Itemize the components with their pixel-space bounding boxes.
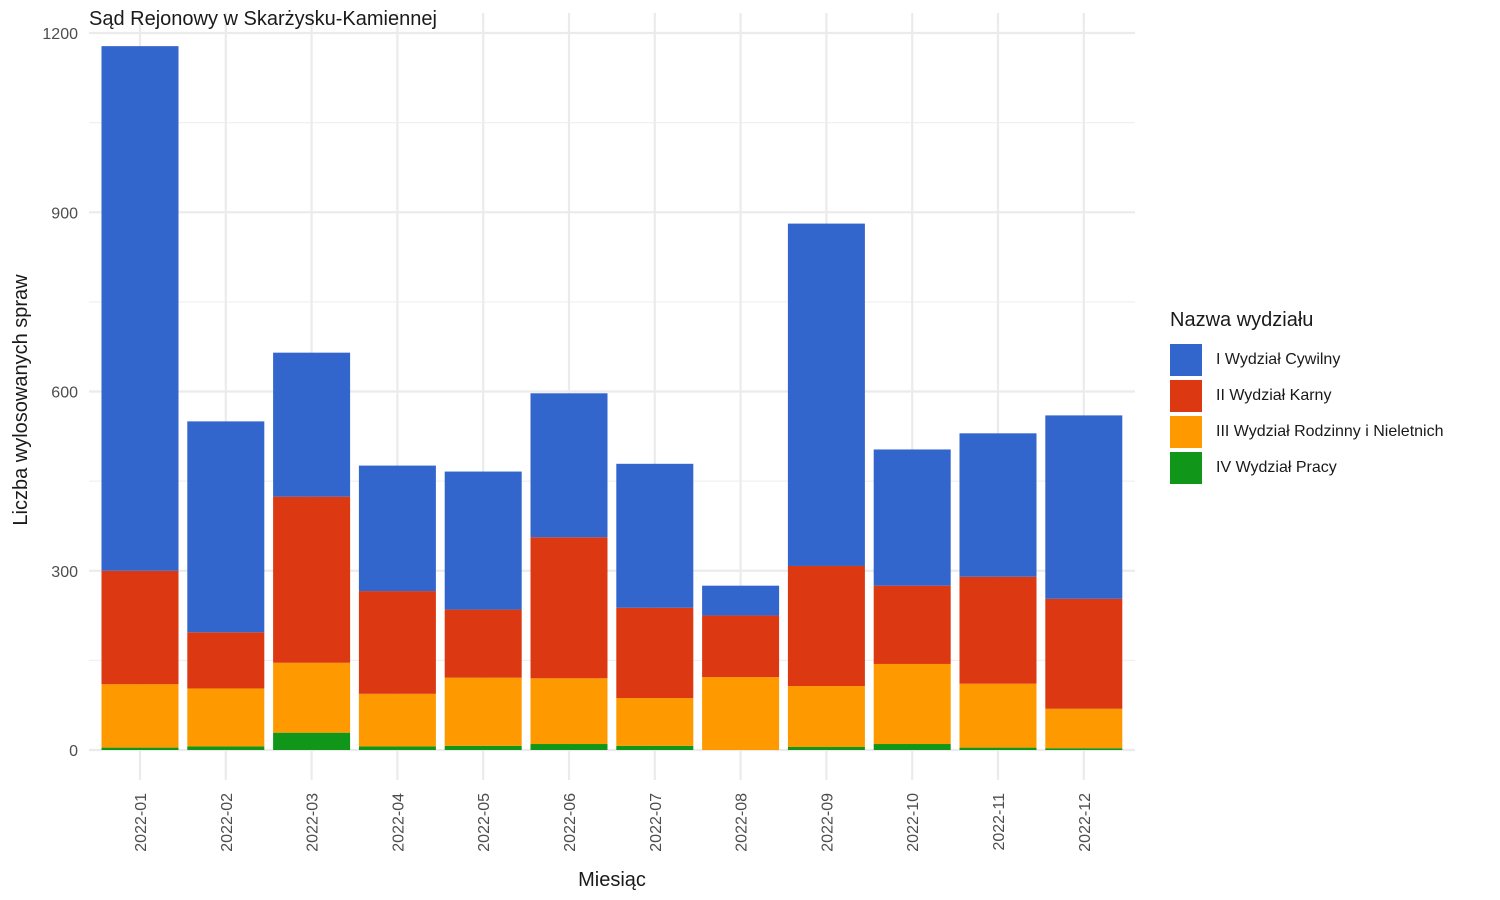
x-tick-label: 2022-01 <box>133 793 150 852</box>
bar-segment-2022-09-s2 <box>787 565 865 687</box>
bar-segment-2022-02-s0 <box>187 746 265 750</box>
bar-segment-2022-11-s0 <box>959 747 1037 750</box>
bar-segment-2022-04-s3 <box>358 465 436 592</box>
y-axis-label: Liczba wylosowanych spraw <box>10 274 32 526</box>
bar-segment-2022-06-s0 <box>530 744 608 750</box>
x-tick-label: 2022-09 <box>819 793 836 852</box>
legend-item-karny: II Wydział Karny <box>1170 378 1444 414</box>
y-tick-label: 0 <box>69 743 78 760</box>
bar-segment-2022-03-s0 <box>273 732 351 750</box>
bar-segment-2022-10-s1 <box>873 663 951 745</box>
bar-segment-2022-12-s2 <box>1045 598 1123 709</box>
bar-segment-2022-08-s3 <box>702 585 780 616</box>
bar-segment-2022-11-s1 <box>959 683 1037 748</box>
bar-segment-2022-02-s2 <box>187 632 265 689</box>
bar-segment-2022-09-s0 <box>787 747 865 750</box>
bar-segment-2022-01-s3 <box>101 46 179 571</box>
bar-segment-2022-10-s3 <box>873 449 951 586</box>
legend-label-cywilny: I Wydział Cywilny <box>1216 351 1341 368</box>
bar-segment-2022-01-s1 <box>101 684 179 748</box>
bar-segment-2022-07-s2 <box>616 607 694 699</box>
bar-segment-2022-05-s1 <box>444 677 522 746</box>
bar-segment-2022-11-s3 <box>959 433 1037 577</box>
bar-segment-2022-05-s3 <box>444 471 522 610</box>
legend-swatch-cywilny <box>1170 344 1202 376</box>
legend-label-karny: II Wydział Karny <box>1216 387 1332 404</box>
bar-segment-2022-03-s2 <box>273 496 351 663</box>
legend-swatch-rodzinny <box>1170 416 1202 448</box>
bar-segment-2022-09-s3 <box>787 223 865 566</box>
x-tick-labels: 2022-01 2022-02 2022-03 2022-04 2022-05 2022-… <box>133 793 1094 852</box>
bar-segment-2022-03-s3 <box>273 352 351 497</box>
x-tick-label: 2022-06 <box>562 793 579 852</box>
bar-segment-2022-02-s3 <box>187 421 265 633</box>
bar-segment-2022-11-s2 <box>959 576 1037 684</box>
x-tick-label: 2022-12 <box>1077 793 1094 852</box>
bar-segment-2022-12-s1 <box>1045 708 1123 749</box>
legend-label-pracy: IV Wydział Pracy <box>1216 459 1337 476</box>
y-tick-labels: 0 300 600 900 1200 <box>42 26 78 760</box>
legend-swatch-karny <box>1170 380 1202 412</box>
bar-segment-2022-02-s1 <box>187 688 265 747</box>
bar-segment-2022-12-s0 <box>1045 748 1123 750</box>
bar-segment-2022-10-s2 <box>873 585 951 664</box>
y-tick-label: 300 <box>51 564 78 581</box>
legend-swatch-pracy <box>1170 452 1202 484</box>
bar-segment-2022-08-s2 <box>702 615 780 678</box>
bar-segment-2022-01-s0 <box>101 747 179 750</box>
bar-segment-2022-01-s2 <box>101 570 179 685</box>
legend-item-cywilny: I Wydział Cywilny <box>1170 342 1444 378</box>
bar-segment-2022-03-s1 <box>273 662 351 733</box>
bar-segment-2022-07-s1 <box>616 698 694 746</box>
legend-label-rodzinny: III Wydział Rodzinny i Nieletnich <box>1216 423 1444 440</box>
bars <box>101 46 1123 750</box>
bar-segment-2022-07-s3 <box>616 463 694 608</box>
x-tick-label: 2022-05 <box>476 793 493 852</box>
x-tick-label: 2022-07 <box>648 793 665 852</box>
x-tick-label: 2022-11 <box>991 793 1008 851</box>
x-tick-label: 2022-10 <box>905 793 922 852</box>
x-tick-label: 2022-03 <box>305 793 322 852</box>
bar-segment-2022-09-s1 <box>787 686 865 748</box>
x-tick-label: 2022-04 <box>390 793 407 852</box>
legend-title: Nazwa wydziału <box>1170 309 1314 331</box>
legend-item-pracy: IV Wydział Pracy <box>1170 450 1444 486</box>
bar-segment-2022-04-s0 <box>358 746 436 750</box>
bar-segment-2022-12-s3 <box>1045 415 1123 599</box>
bar-segment-2022-06-s3 <box>530 393 608 538</box>
bar-segment-2022-04-s1 <box>358 693 436 747</box>
bar-segment-2022-10-s0 <box>873 744 951 750</box>
y-tick-label: 600 <box>51 385 78 402</box>
bar-segment-2022-08-s1 <box>702 677 780 750</box>
bar-segment-2022-07-s0 <box>616 745 694 750</box>
y-tick-label: 900 <box>51 205 78 222</box>
chart-title: Sąd Rejonowy w Skarżysku-Kamiennej <box>89 8 437 30</box>
bar-segment-2022-05-s0 <box>444 745 522 750</box>
bar-segment-2022-04-s2 <box>358 591 436 694</box>
x-axis-label: Miesiąc <box>578 869 646 891</box>
legend-item-rodzinny: III Wydział Rodzinny i Nieletnich <box>1170 414 1444 450</box>
bar-segment-2022-06-s1 <box>530 678 608 745</box>
y-tick-label: 1200 <box>42 26 78 43</box>
x-tick-label: 2022-02 <box>219 793 236 852</box>
bar-segment-2022-05-s2 <box>444 609 522 678</box>
x-tick-label: 2022-08 <box>734 793 751 852</box>
legend: Nazwa wydziału I Wydział Cywilny II Wydz… <box>1170 309 1444 486</box>
bar-segment-2022-06-s2 <box>530 537 608 679</box>
